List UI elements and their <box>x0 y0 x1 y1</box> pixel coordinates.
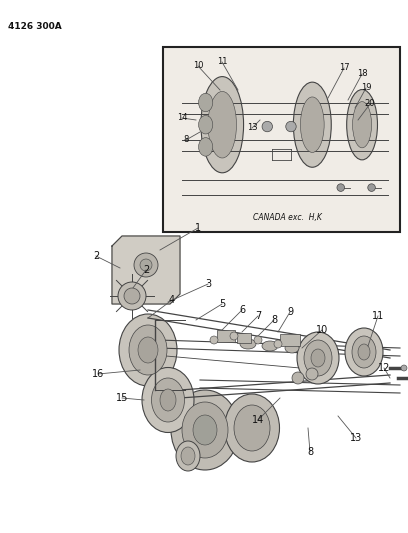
Text: 18: 18 <box>357 69 367 78</box>
Ellipse shape <box>142 367 194 432</box>
Ellipse shape <box>262 341 278 351</box>
Circle shape <box>230 332 238 340</box>
Circle shape <box>274 340 282 348</box>
Ellipse shape <box>138 337 158 363</box>
Circle shape <box>124 288 140 304</box>
Text: 16: 16 <box>92 369 104 379</box>
Text: 13: 13 <box>350 433 362 443</box>
Ellipse shape <box>201 77 244 173</box>
Circle shape <box>140 259 152 271</box>
Ellipse shape <box>199 138 213 156</box>
Circle shape <box>210 336 218 344</box>
Text: 15: 15 <box>116 393 128 403</box>
Circle shape <box>337 184 344 191</box>
Polygon shape <box>112 236 180 304</box>
Text: 10: 10 <box>193 61 203 70</box>
Ellipse shape <box>345 328 383 376</box>
Circle shape <box>286 122 296 132</box>
Text: 1: 1 <box>195 223 201 233</box>
Circle shape <box>368 184 375 191</box>
Text: 10: 10 <box>316 325 328 335</box>
Text: 8: 8 <box>183 135 188 144</box>
Ellipse shape <box>347 90 377 160</box>
Circle shape <box>134 253 158 277</box>
Text: 14: 14 <box>177 114 187 123</box>
Ellipse shape <box>181 447 195 465</box>
Ellipse shape <box>234 405 270 451</box>
Circle shape <box>262 122 273 132</box>
Ellipse shape <box>311 349 325 367</box>
Text: 13: 13 <box>247 124 257 133</box>
Text: 2: 2 <box>93 251 99 261</box>
Text: 8: 8 <box>307 447 313 457</box>
Bar <box>237 333 251 343</box>
Text: 14: 14 <box>252 415 264 425</box>
Ellipse shape <box>160 389 176 411</box>
Text: 11: 11 <box>372 311 384 321</box>
Text: 3: 3 <box>205 279 211 289</box>
Bar <box>217 330 235 342</box>
Ellipse shape <box>129 325 167 375</box>
Circle shape <box>306 368 318 380</box>
Ellipse shape <box>151 378 184 422</box>
Ellipse shape <box>208 91 237 158</box>
Ellipse shape <box>199 116 213 134</box>
Text: 12: 12 <box>378 363 390 373</box>
Ellipse shape <box>358 344 370 360</box>
Text: 2: 2 <box>143 265 149 275</box>
Text: 4: 4 <box>169 295 175 305</box>
Bar <box>163 47 400 232</box>
Text: 4126 300A: 4126 300A <box>8 22 62 31</box>
Text: 19: 19 <box>361 84 371 93</box>
Text: CANADA exc.  H,K: CANADA exc. H,K <box>253 213 322 222</box>
Text: 9: 9 <box>287 307 293 317</box>
Circle shape <box>118 282 146 310</box>
Ellipse shape <box>199 93 213 112</box>
Text: 5: 5 <box>219 299 225 309</box>
Ellipse shape <box>285 343 299 353</box>
Ellipse shape <box>353 102 372 148</box>
Ellipse shape <box>300 97 324 152</box>
Circle shape <box>401 365 407 371</box>
Ellipse shape <box>182 402 228 458</box>
Ellipse shape <box>171 390 239 470</box>
Ellipse shape <box>352 336 376 368</box>
Text: 17: 17 <box>339 63 349 72</box>
Ellipse shape <box>119 314 177 386</box>
Text: 11: 11 <box>217 58 227 67</box>
Ellipse shape <box>224 394 279 462</box>
Ellipse shape <box>193 415 217 445</box>
Circle shape <box>254 336 262 344</box>
Text: 8: 8 <box>271 315 277 325</box>
Ellipse shape <box>293 82 331 167</box>
Text: 7: 7 <box>255 311 261 321</box>
Circle shape <box>292 372 304 384</box>
Text: 20: 20 <box>365 100 375 109</box>
Ellipse shape <box>176 441 200 471</box>
Ellipse shape <box>240 339 256 349</box>
Text: 6: 6 <box>239 305 245 315</box>
Bar <box>280 334 300 346</box>
Ellipse shape <box>304 340 332 376</box>
Ellipse shape <box>297 332 339 384</box>
